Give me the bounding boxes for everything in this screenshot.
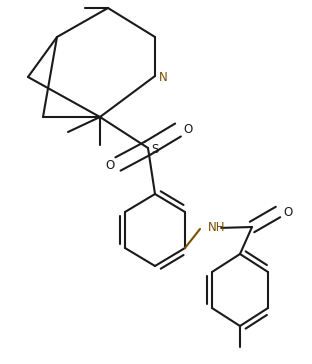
Text: O: O: [183, 123, 192, 136]
Text: NH: NH: [208, 221, 225, 234]
Text: N: N: [159, 71, 168, 84]
Text: O: O: [284, 206, 293, 218]
Text: S: S: [151, 143, 158, 155]
Text: O: O: [106, 159, 115, 171]
